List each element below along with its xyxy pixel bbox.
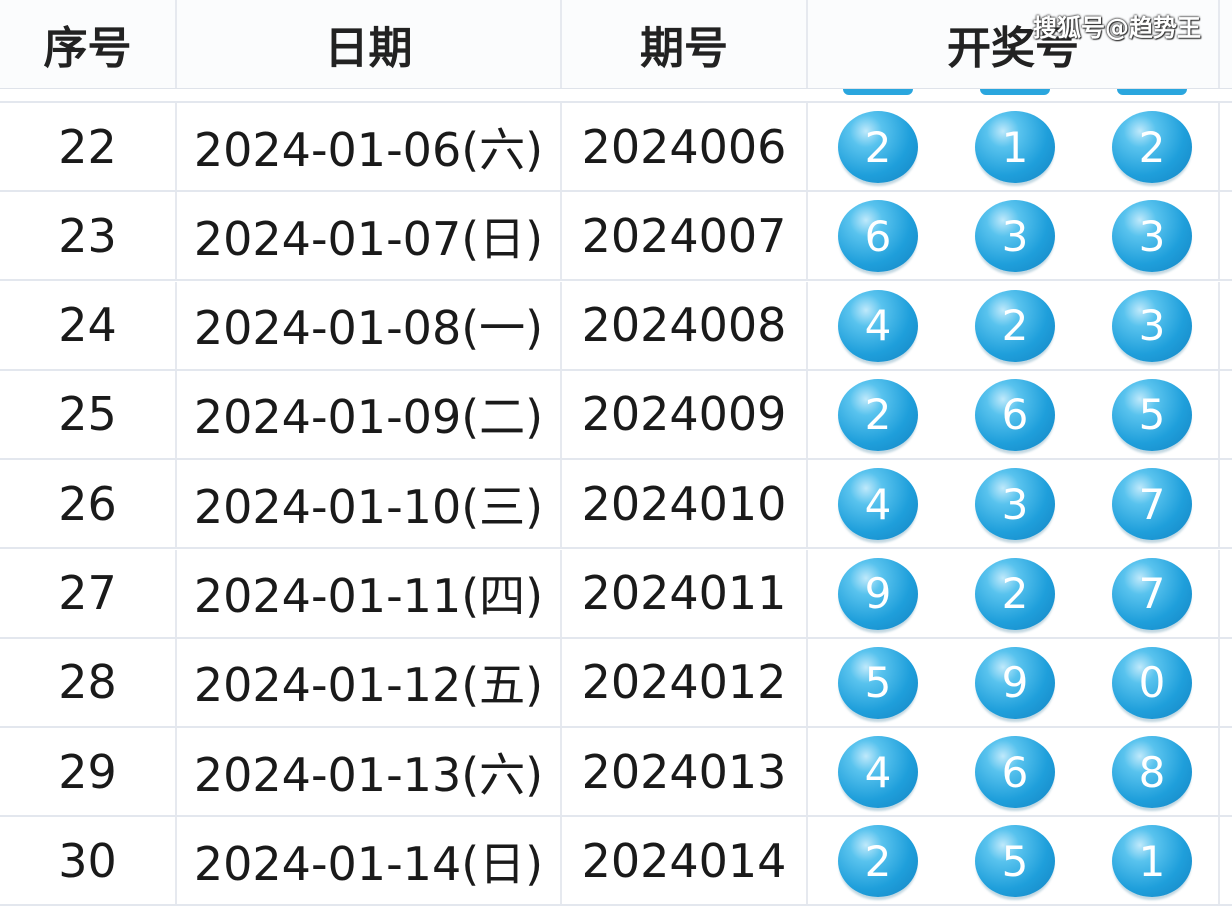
index-cell: 24: [0, 281, 177, 369]
table-row: 23 2024-01-07(日) 2024007 6 3 3: [0, 192, 1232, 282]
issue-cell: 2024006: [562, 103, 808, 190]
partial-previous-row: [0, 89, 1232, 103]
date-cell: 2024-01-07(日): [177, 192, 562, 280]
table-row: 24 2024-01-08(一) 2024008 4 2 3: [0, 281, 1232, 371]
number-ball: 2: [975, 557, 1055, 630]
date-cell: 2024-01-10(三): [177, 460, 562, 548]
number-ball: 4: [838, 468, 918, 541]
issue-cell: 2024011: [562, 549, 808, 637]
date-cell: 2024-01-06(六): [177, 103, 562, 190]
number-ball: 2: [838, 111, 918, 183]
issue-cell: 2024009: [562, 370, 808, 458]
date-cell: 2024-01-09(二): [177, 370, 562, 458]
date-cell: 2024-01-12(五): [177, 638, 562, 726]
table-row: 25 2024-01-09(二) 2024009 2 6 5: [0, 370, 1232, 460]
table-row: 22 2024-01-06(六) 2024006 2 1 2: [0, 103, 1232, 192]
number-ball: 7: [1112, 557, 1192, 630]
number-ball: 3: [1112, 289, 1192, 362]
number-ball: 3: [975, 200, 1055, 273]
number-ball: 6: [975, 378, 1055, 451]
number-ball: 4: [838, 289, 918, 362]
number-ball: 4: [838, 736, 918, 809]
ball-partial: [843, 89, 913, 95]
ball-partial: [980, 89, 1050, 95]
watermark: 搜狐号@趋势王: [1033, 14, 1201, 42]
number-ball: 9: [975, 646, 1055, 719]
number-ball: 1: [1112, 825, 1192, 898]
table-row: 28 2024-01-12(五) 2024012 5 9 0: [0, 638, 1232, 728]
date-cell: 2024-01-13(六): [177, 728, 562, 816]
number-ball: 1: [975, 111, 1055, 183]
number-ball: 5: [975, 825, 1055, 898]
number-ball: 2: [1112, 111, 1192, 183]
date-cell: 2024-01-14(日): [177, 817, 562, 905]
number-ball: 2: [838, 825, 918, 898]
number-ball: 0: [1112, 646, 1192, 719]
issue-cell: 2024008: [562, 281, 808, 369]
header-date: 日期: [177, 0, 562, 88]
index-cell: 26: [0, 460, 177, 548]
issue-cell: 2024007: [562, 192, 808, 280]
table-row: 26 2024-01-10(三) 2024010 4 3 7: [0, 460, 1232, 550]
ball-partial: [1117, 89, 1187, 95]
index-cell: 25: [0, 370, 177, 458]
issue-cell: 2024010: [562, 460, 808, 548]
issue-cell: 2024014: [562, 817, 808, 905]
date-cell: 2024-01-08(一): [177, 281, 562, 369]
date-cell: 2024-01-11(四): [177, 549, 562, 637]
number-ball: 8: [1112, 736, 1192, 809]
number-ball: 3: [1112, 200, 1192, 273]
issue-cell: 2024013: [562, 728, 808, 816]
index-cell: 28: [0, 638, 177, 726]
header-index: 序号: [0, 0, 177, 88]
number-ball: 9: [838, 557, 918, 630]
number-ball: 5: [838, 646, 918, 719]
number-ball: 7: [1112, 468, 1192, 541]
number-ball: 2: [975, 289, 1055, 362]
table-row: 29 2024-01-13(六) 2024013 4 6 8: [0, 728, 1232, 818]
index-cell: 30: [0, 817, 177, 905]
index-cell: 22: [0, 103, 177, 190]
index-cell: 29: [0, 728, 177, 816]
header-issue: 期号: [562, 0, 808, 88]
number-ball: 6: [975, 736, 1055, 809]
number-ball: 3: [975, 468, 1055, 541]
number-ball: 6: [838, 200, 918, 273]
header-numbers: 开奖号: [808, 0, 1220, 88]
index-cell: 27: [0, 549, 177, 637]
table-row: 30 2024-01-14(日) 2024014 2 5 1: [0, 817, 1232, 907]
issue-cell: 2024012: [562, 638, 808, 726]
table-row: 27 2024-01-11(四) 2024011 9 2 7: [0, 549, 1232, 639]
table-header: 序号 日期 期号 开奖号: [0, 0, 1232, 89]
index-cell: 23: [0, 192, 177, 280]
number-ball: 2: [838, 378, 918, 451]
number-ball: 5: [1112, 378, 1192, 451]
